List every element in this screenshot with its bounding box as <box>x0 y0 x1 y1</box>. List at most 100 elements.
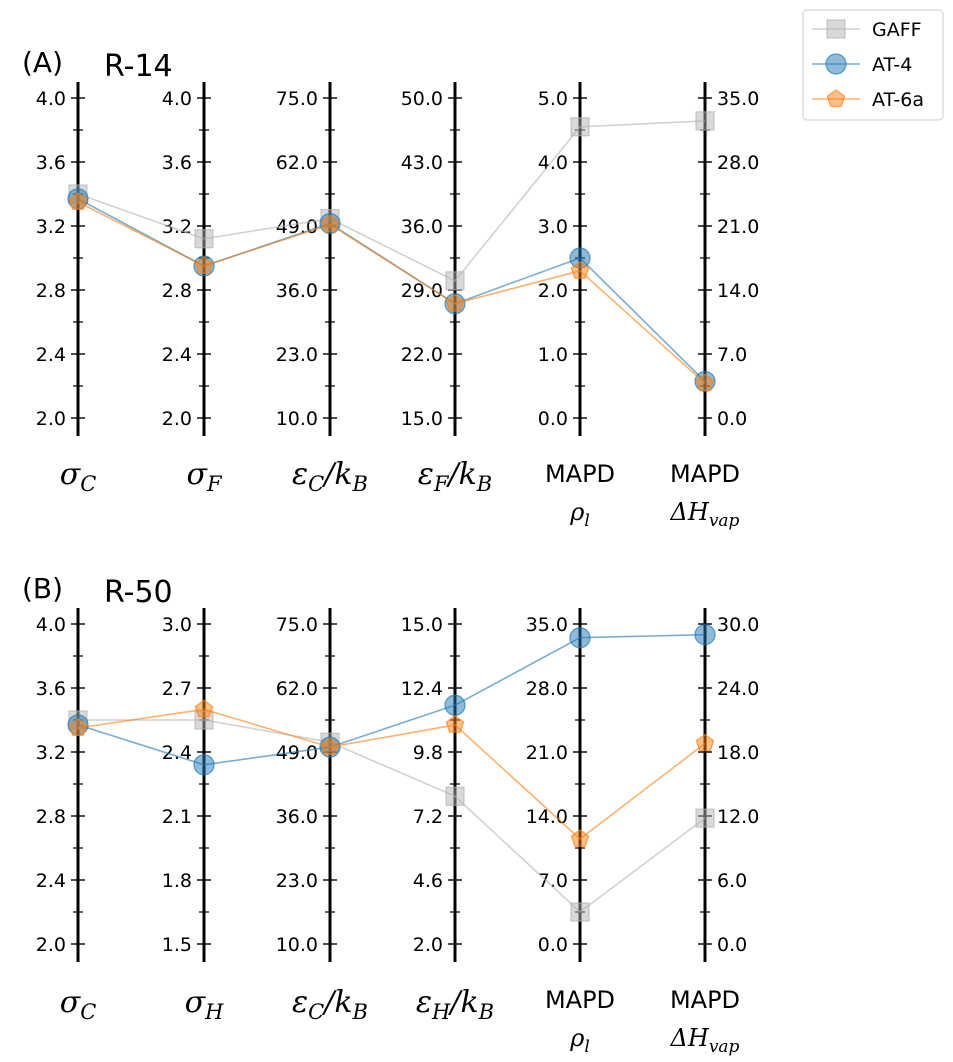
axis-3: 50.0 43.0 36.0 29.0 22.0 15.0 εF/kB <box>401 82 492 496</box>
axis-label-main: ε <box>418 457 434 492</box>
axis-label-symbol: σH <box>185 985 224 1024</box>
tick-label: 22.0 <box>401 344 443 366</box>
tick-label: 1.0 <box>538 344 568 366</box>
axis-label: MAPD <box>670 986 740 1014</box>
data-point <box>320 214 340 233</box>
tick-label: 0.0 <box>538 934 568 956</box>
data-point <box>68 718 88 736</box>
axis-2: 75.0 62.0 49.0 36.0 23.0 10.0 εC/kB <box>276 608 368 1024</box>
tick-label: 3.2 <box>36 216 66 238</box>
tick-label: 35.0 <box>717 88 759 110</box>
tick-label: 1.5 <box>162 934 192 956</box>
tick-label: 15.0 <box>401 614 443 636</box>
axis-label-main: σ <box>186 457 208 492</box>
legend-entry-at-4: AT-4 <box>812 53 912 76</box>
tick-label: 21.0 <box>717 216 759 238</box>
tick-label: 0.0 <box>538 408 568 430</box>
axis-1: 4.0 3.6 3.2 2.8 2.4 2.0 σF <box>162 82 223 496</box>
tick-label: 4.0 <box>36 614 66 636</box>
tick-label: 18.0 <box>717 742 759 764</box>
tick-label: 24.0 <box>717 678 759 700</box>
axis-4: 5.0 4.0 3.0 2.0 1.0 0.0 MAPD ρl <box>538 82 615 531</box>
tick-label: 49.0 <box>276 742 318 764</box>
axis-label-subscript: F <box>206 472 223 496</box>
tick-label: 14.0 <box>526 806 568 828</box>
axis-label-subscript: vap <box>709 1037 740 1057</box>
data-point <box>570 829 590 847</box>
data-point <box>194 256 214 274</box>
tick-label: 2.8 <box>162 280 192 302</box>
axis-label-main: ε <box>292 457 308 492</box>
axis-label-symbol: σF <box>186 457 222 496</box>
tick-label: 4.6 <box>413 870 443 892</box>
axis-label-main-2: /k <box>445 457 476 492</box>
axis-5: 35.0 28.0 21.0 14.0 7.0 0.0 MAPD ΔHvap <box>670 82 759 531</box>
axis-label-main: ρ <box>569 1024 584 1052</box>
tick-label: 36.0 <box>401 216 443 238</box>
data-point <box>445 293 465 312</box>
tick-label: 0.0 <box>717 934 747 956</box>
panel-a: (A) R-144.03.63.22.82.42.0σC4.03.63.22.82… <box>22 46 759 531</box>
tick-label: 0.0 <box>717 408 747 430</box>
data-point <box>194 699 214 718</box>
axis-label-main: ε <box>416 985 432 1020</box>
data-point <box>570 261 590 279</box>
tick-label: 28.0 <box>717 152 759 174</box>
axis-label-subscript: H <box>431 1000 451 1024</box>
data-point <box>68 192 88 210</box>
axis-label: MAPD <box>545 460 615 488</box>
tick-label: 2.4 <box>36 870 66 892</box>
axis-label-subscript: F <box>433 472 450 496</box>
tick-label: 2.8 <box>36 280 66 302</box>
data-point <box>695 111 715 131</box>
axis-label-symbol: εH/kB <box>416 985 494 1024</box>
tick-label: 10.0 <box>276 408 318 430</box>
legend-marker-square <box>826 19 846 39</box>
tick-label: 2.7 <box>162 678 192 700</box>
tick-label: 3.2 <box>36 742 66 764</box>
axis-0: 4.0 3.6 3.2 2.8 2.4 2.0 σC <box>36 608 96 1024</box>
tick-label: 3.6 <box>36 152 66 174</box>
tick-label: 3.6 <box>162 152 192 174</box>
data-point <box>445 786 465 806</box>
axis-label-main: σ <box>60 457 82 492</box>
data-point <box>444 694 466 716</box>
series-line <box>77 708 706 840</box>
tick-label: 62.0 <box>276 152 318 174</box>
axis-label-symbol: ρl <box>569 1024 590 1057</box>
data-point <box>570 902 590 922</box>
tick-label: 6.0 <box>717 870 747 892</box>
tick-label: 50.0 <box>401 88 443 110</box>
series-line <box>77 120 706 282</box>
tick-label: 7.2 <box>413 806 443 828</box>
axis-label-subscript-2: B <box>478 1000 494 1024</box>
axis-label-main: σ <box>60 985 82 1020</box>
tick-label: 5.0 <box>538 88 568 110</box>
tick-label: 2.0 <box>162 408 192 430</box>
axis-1: 3.02.72.42.11.81.5σH <box>162 608 224 1024</box>
tick-label: 3.6 <box>36 678 66 700</box>
tick-label: 62.0 <box>276 678 318 700</box>
series-line <box>77 633 706 766</box>
tick-label: 3.2 <box>162 216 192 238</box>
tick-label: 2.4 <box>162 344 192 366</box>
axis-3: 15.0 12.4 9.8 7.2 4.6 2.0 εH/kB <box>401 608 494 1024</box>
tick-label: 9.8 <box>413 742 443 764</box>
tick-label: 15.0 <box>401 408 443 430</box>
panel-letter: (A) <box>22 46 63 79</box>
tick-label: 21.0 <box>526 742 568 764</box>
axis-label-symbol: εF/kB <box>418 457 492 496</box>
axis-label-symbol: σC <box>60 457 97 496</box>
legend: GAFF AT-4 AT-6a <box>802 9 944 121</box>
panel-title: R-50 <box>104 575 173 610</box>
axis-label-main: ΔH <box>670 498 710 526</box>
tick-label: 4.0 <box>162 88 192 110</box>
data-point <box>445 271 465 291</box>
tick-label: 28.0 <box>526 678 568 700</box>
tick-label: 4.0 <box>538 152 568 174</box>
data-point <box>695 733 715 752</box>
axis-0: 4.0 3.6 3.2 2.8 2.4 2.0 σC <box>36 82 97 496</box>
legend-marker-circle <box>825 53 847 75</box>
axis-label-symbol: εC/kB <box>292 985 368 1024</box>
